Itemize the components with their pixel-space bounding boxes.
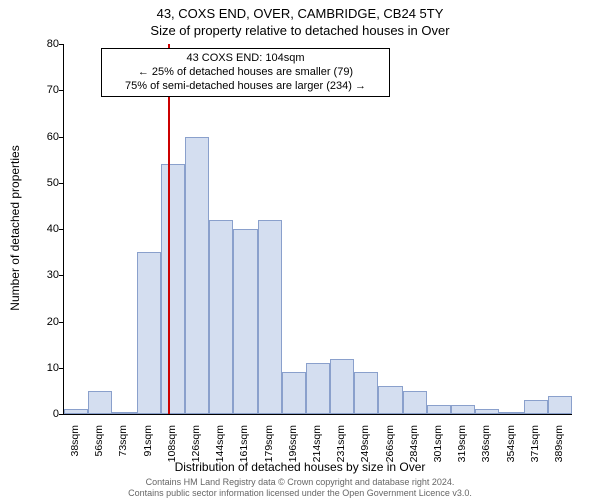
footer-line1: Contains HM Land Registry data © Crown c…: [146, 477, 455, 487]
histogram-bar: [185, 137, 209, 415]
histogram-bar: [64, 409, 88, 414]
histogram-bar: [499, 412, 523, 414]
xtick-label: 161sqm: [238, 425, 250, 475]
histogram-bar: [282, 372, 306, 414]
xtick-label: 91sqm: [142, 425, 154, 475]
chart-container: 43, COXS END, OVER, CAMBRIDGE, CB24 5TY …: [0, 0, 600, 500]
ytick-label: 20: [47, 316, 59, 328]
xtick-label: 126sqm: [190, 425, 202, 475]
y-axis-label: Number of detached properties: [8, 145, 22, 310]
histogram-bar: [306, 363, 330, 414]
histogram-bar: [475, 409, 499, 414]
xtick-label: 249sqm: [359, 425, 371, 475]
ytick-mark: [59, 414, 64, 415]
ytick-label: 60: [47, 131, 59, 143]
histogram-bar: [403, 391, 427, 414]
histogram-bar: [330, 359, 354, 415]
annotation-box: 43 COXS END: 104sqm ← 25% of detached hou…: [101, 48, 390, 97]
xtick-label: 179sqm: [263, 425, 275, 475]
property-marker-line: [168, 44, 170, 414]
xtick-label: 336sqm: [480, 425, 492, 475]
annotation-line3: 75% of semi-detached houses are larger (…: [125, 80, 366, 92]
chart-title-line1: 43, COXS END, OVER, CAMBRIDGE, CB24 5TY: [0, 0, 600, 21]
xtick-label: 371sqm: [529, 425, 541, 475]
xtick-label: 196sqm: [287, 425, 299, 475]
histogram-bar: [378, 386, 402, 414]
ytick-label: 80: [47, 38, 59, 50]
ytick-mark: [59, 275, 64, 276]
histogram-bar: [112, 412, 136, 414]
histogram-bar: [354, 372, 378, 414]
ytick-label: 10: [47, 362, 59, 374]
annotation-line2: ← 25% of detached houses are smaller (79…: [138, 66, 353, 78]
ytick-label: 40: [47, 223, 59, 235]
xtick-label: 73sqm: [117, 425, 129, 475]
xtick-label: 231sqm: [335, 425, 347, 475]
xtick-label: 214sqm: [311, 425, 323, 475]
ytick-mark: [59, 137, 64, 138]
histogram-bar: [258, 220, 282, 414]
footer-line2: Contains public sector information licen…: [128, 488, 472, 498]
histogram-bar: [548, 396, 572, 415]
annotation-line1: 43 COXS END: 104sqm: [187, 52, 305, 64]
xtick-label: 301sqm: [432, 425, 444, 475]
histogram-bar: [88, 391, 112, 414]
ytick-label: 50: [47, 177, 59, 189]
xtick-label: 108sqm: [166, 425, 178, 475]
histogram-bar: [451, 405, 475, 414]
xtick-label: 389sqm: [553, 425, 565, 475]
xtick-label: 266sqm: [384, 425, 396, 475]
ytick-label: 30: [47, 269, 59, 281]
histogram-bar: [209, 220, 233, 414]
plot-area: 43 COXS END: 104sqm ← 25% of detached hou…: [63, 44, 572, 415]
xtick-label: 38sqm: [69, 425, 81, 475]
histogram-bar: [233, 229, 257, 414]
ytick-mark: [59, 183, 64, 184]
xtick-label: 284sqm: [408, 425, 420, 475]
histogram-bar: [137, 252, 161, 414]
ytick-label: 70: [47, 84, 59, 96]
ytick-mark: [59, 322, 64, 323]
histogram-bar: [427, 405, 451, 414]
xtick-label: 144sqm: [214, 425, 226, 475]
ytick-mark: [59, 368, 64, 369]
ytick-mark: [59, 44, 64, 45]
histogram-bar: [161, 164, 185, 414]
ytick-mark: [59, 90, 64, 91]
xtick-label: 319sqm: [456, 425, 468, 475]
ytick-mark: [59, 229, 64, 230]
chart-title-line2: Size of property relative to detached ho…: [0, 21, 600, 38]
ytick-label: 0: [53, 408, 59, 420]
histogram-bar: [524, 400, 548, 414]
xtick-label: 56sqm: [93, 425, 105, 475]
xtick-label: 354sqm: [505, 425, 517, 475]
attribution-footer: Contains HM Land Registry data © Crown c…: [0, 477, 600, 498]
